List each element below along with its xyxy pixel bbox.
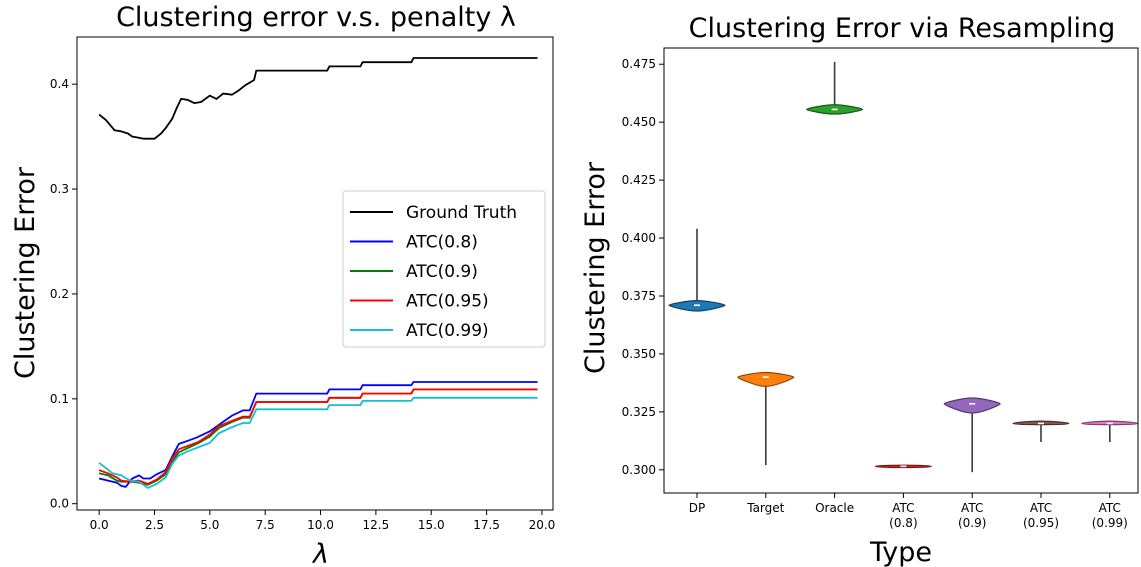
violin-body-atc-0-9	[943, 397, 1001, 414]
left-x-ticks: 0.0 2.5 5.0 7.5 10.0 12.5 15.0 17.5 20.0	[90, 510, 556, 532]
violin-atc-0-9	[943, 397, 1001, 473]
y-tick-label: 0.4	[50, 77, 69, 91]
y-tick-label: 0.0	[50, 497, 69, 511]
x-tick-label: (0.99)	[1092, 516, 1128, 530]
x-tick-label: 5.0	[200, 518, 219, 532]
left-y-ticks: 0.0 0.1 0.2 0.3 0.4	[50, 77, 77, 511]
legend-items: Ground Truth ATC(0.8) ATC(0.9) ATC(0.95) ATC…	[350, 203, 517, 341]
x-tick-label: 12.5	[363, 518, 390, 532]
violins	[668, 61, 1139, 473]
x-tick-label: Oracle	[815, 501, 854, 515]
y-tick-label: 0.450	[622, 115, 656, 129]
series-line-atc-0-8	[98, 381, 538, 488]
violin-oracle	[805, 61, 864, 115]
y-tick-label: 0.3	[50, 182, 69, 196]
violin-atc-0-8	[874, 464, 933, 469]
legend-label-atc-0-95: ATC(0.95)	[406, 292, 489, 312]
violin-dp	[668, 228, 726, 312]
x-tick-label: 20.0	[529, 518, 556, 532]
x-tick-label: 17.5	[473, 518, 500, 532]
x-tick-label: ATC	[961, 501, 983, 515]
legend-label-atc-0-99: ATC(0.99)	[406, 321, 489, 341]
legend-label-atc-0-8: ATC(0.8)	[406, 233, 478, 253]
x-tick-label: ATC	[1099, 501, 1121, 515]
legend: Ground Truth ATC(0.8) ATC(0.9) ATC(0.95) ATC…	[342, 190, 546, 348]
right-plot-frame	[663, 47, 1139, 494]
violin-target	[737, 371, 795, 466]
violin-body-target	[737, 371, 795, 387]
y-tick-label: 0.2	[50, 287, 69, 301]
x-tick-label: 10.0	[307, 518, 334, 532]
right-chart-title: Clustering Error via Resampling	[689, 13, 1116, 44]
x-tick-label: ATC	[1030, 501, 1052, 515]
x-tick-label: ATC	[892, 501, 914, 515]
legend-label-atc-0-9: ATC(0.9)	[406, 262, 478, 282]
right-x-axis-label: Type	[869, 537, 932, 567]
x-tick-label: 7.5	[256, 518, 275, 532]
x-tick-label: (0.8)	[889, 516, 917, 530]
series-line-atc-0-99	[98, 396, 538, 490]
right-y-ticks: 0.300 0.325 0.350 0.375 0.400 0.425 0.450 0.475	[622, 57, 664, 477]
y-tick-label: 0.375	[622, 289, 656, 303]
x-tick-label: (0.95)	[1023, 516, 1059, 530]
left-y-axis-label: Clustering Error	[10, 166, 41, 379]
violin-atc-0-99	[1081, 420, 1139, 443]
y-tick-label: 0.350	[622, 347, 656, 361]
left-plot-frame	[76, 36, 554, 511]
x-tick-label: 2.5	[145, 518, 164, 532]
y-tick-label: 0.1	[50, 392, 69, 406]
left-series-lines	[98, 57, 538, 490]
legend-frame	[342, 190, 546, 348]
violin-chart-panel: Clustering Error via Resampling DP Target…	[580, 13, 1139, 567]
line-chart-panel: Clustering error v.s. penalty λ 0.0 2.5 5.…	[10, 2, 555, 567]
x-tick-label: 0.0	[90, 518, 109, 532]
x-tick-label: 15.0	[418, 518, 445, 532]
y-tick-label: 0.475	[622, 57, 656, 71]
x-tick-label: (0.9)	[958, 516, 986, 530]
violin-atc-0-95	[1012, 420, 1070, 443]
x-tick-label: DP	[689, 501, 705, 515]
left-x-axis-label: λ	[311, 539, 329, 567]
x-tick-label: Target	[746, 501, 784, 515]
left-chart-title: Clustering error v.s. penalty λ	[116, 2, 516, 33]
right-y-axis-label: Clustering Error	[580, 161, 611, 374]
y-tick-label: 0.300	[622, 463, 656, 477]
y-tick-label: 0.325	[622, 405, 656, 419]
right-x-ticks: DP Target Oracle ATC(0.8)ATC(0.9)ATC(0.95)A…	[689, 493, 1128, 530]
y-tick-label: 0.400	[622, 231, 656, 245]
series-line-ground-truth	[98, 57, 538, 140]
legend-label-ground-truth: Ground Truth	[406, 203, 517, 223]
y-tick-label: 0.425	[622, 173, 656, 187]
